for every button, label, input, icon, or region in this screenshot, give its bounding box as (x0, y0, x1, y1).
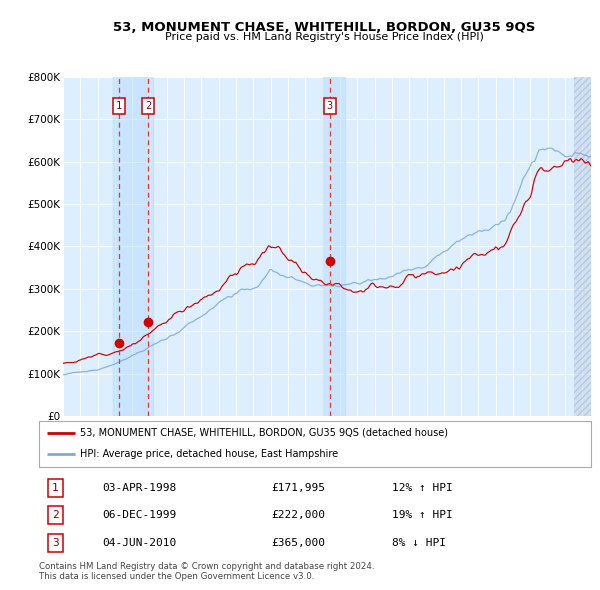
Text: 19% ↑ HPI: 19% ↑ HPI (392, 510, 453, 520)
FancyBboxPatch shape (39, 421, 591, 467)
Text: 2: 2 (52, 510, 59, 520)
Text: 8% ↓ HPI: 8% ↓ HPI (392, 538, 446, 548)
Bar (323, 77, 345, 416)
Text: 03-APR-1998: 03-APR-1998 (103, 483, 177, 493)
Text: 3: 3 (327, 101, 333, 112)
Text: 1: 1 (52, 483, 59, 493)
Text: £365,000: £365,000 (271, 538, 325, 548)
Bar (574, 77, 591, 416)
Bar (113, 77, 153, 416)
Text: 06-DEC-1999: 06-DEC-1999 (103, 510, 177, 520)
Text: 04-JUN-2010: 04-JUN-2010 (103, 538, 177, 548)
Text: 1: 1 (116, 101, 122, 112)
Text: HPI: Average price, detached house, East Hampshire: HPI: Average price, detached house, East… (80, 450, 338, 460)
Text: Price paid vs. HM Land Registry's House Price Index (HPI): Price paid vs. HM Land Registry's House … (164, 32, 484, 42)
Text: £222,000: £222,000 (271, 510, 325, 520)
Text: Contains HM Land Registry data © Crown copyright and database right 2024.
This d: Contains HM Land Registry data © Crown c… (39, 562, 374, 581)
Text: £171,995: £171,995 (271, 483, 325, 493)
Text: 12% ↑ HPI: 12% ↑ HPI (392, 483, 453, 493)
Text: 3: 3 (52, 538, 59, 548)
Text: 2: 2 (145, 101, 151, 112)
Text: 53, MONUMENT CHASE, WHITEHILL, BORDON, GU35 9QS: 53, MONUMENT CHASE, WHITEHILL, BORDON, G… (113, 21, 535, 34)
Text: 53, MONUMENT CHASE, WHITEHILL, BORDON, GU35 9QS (detached house): 53, MONUMENT CHASE, WHITEHILL, BORDON, G… (80, 428, 448, 438)
